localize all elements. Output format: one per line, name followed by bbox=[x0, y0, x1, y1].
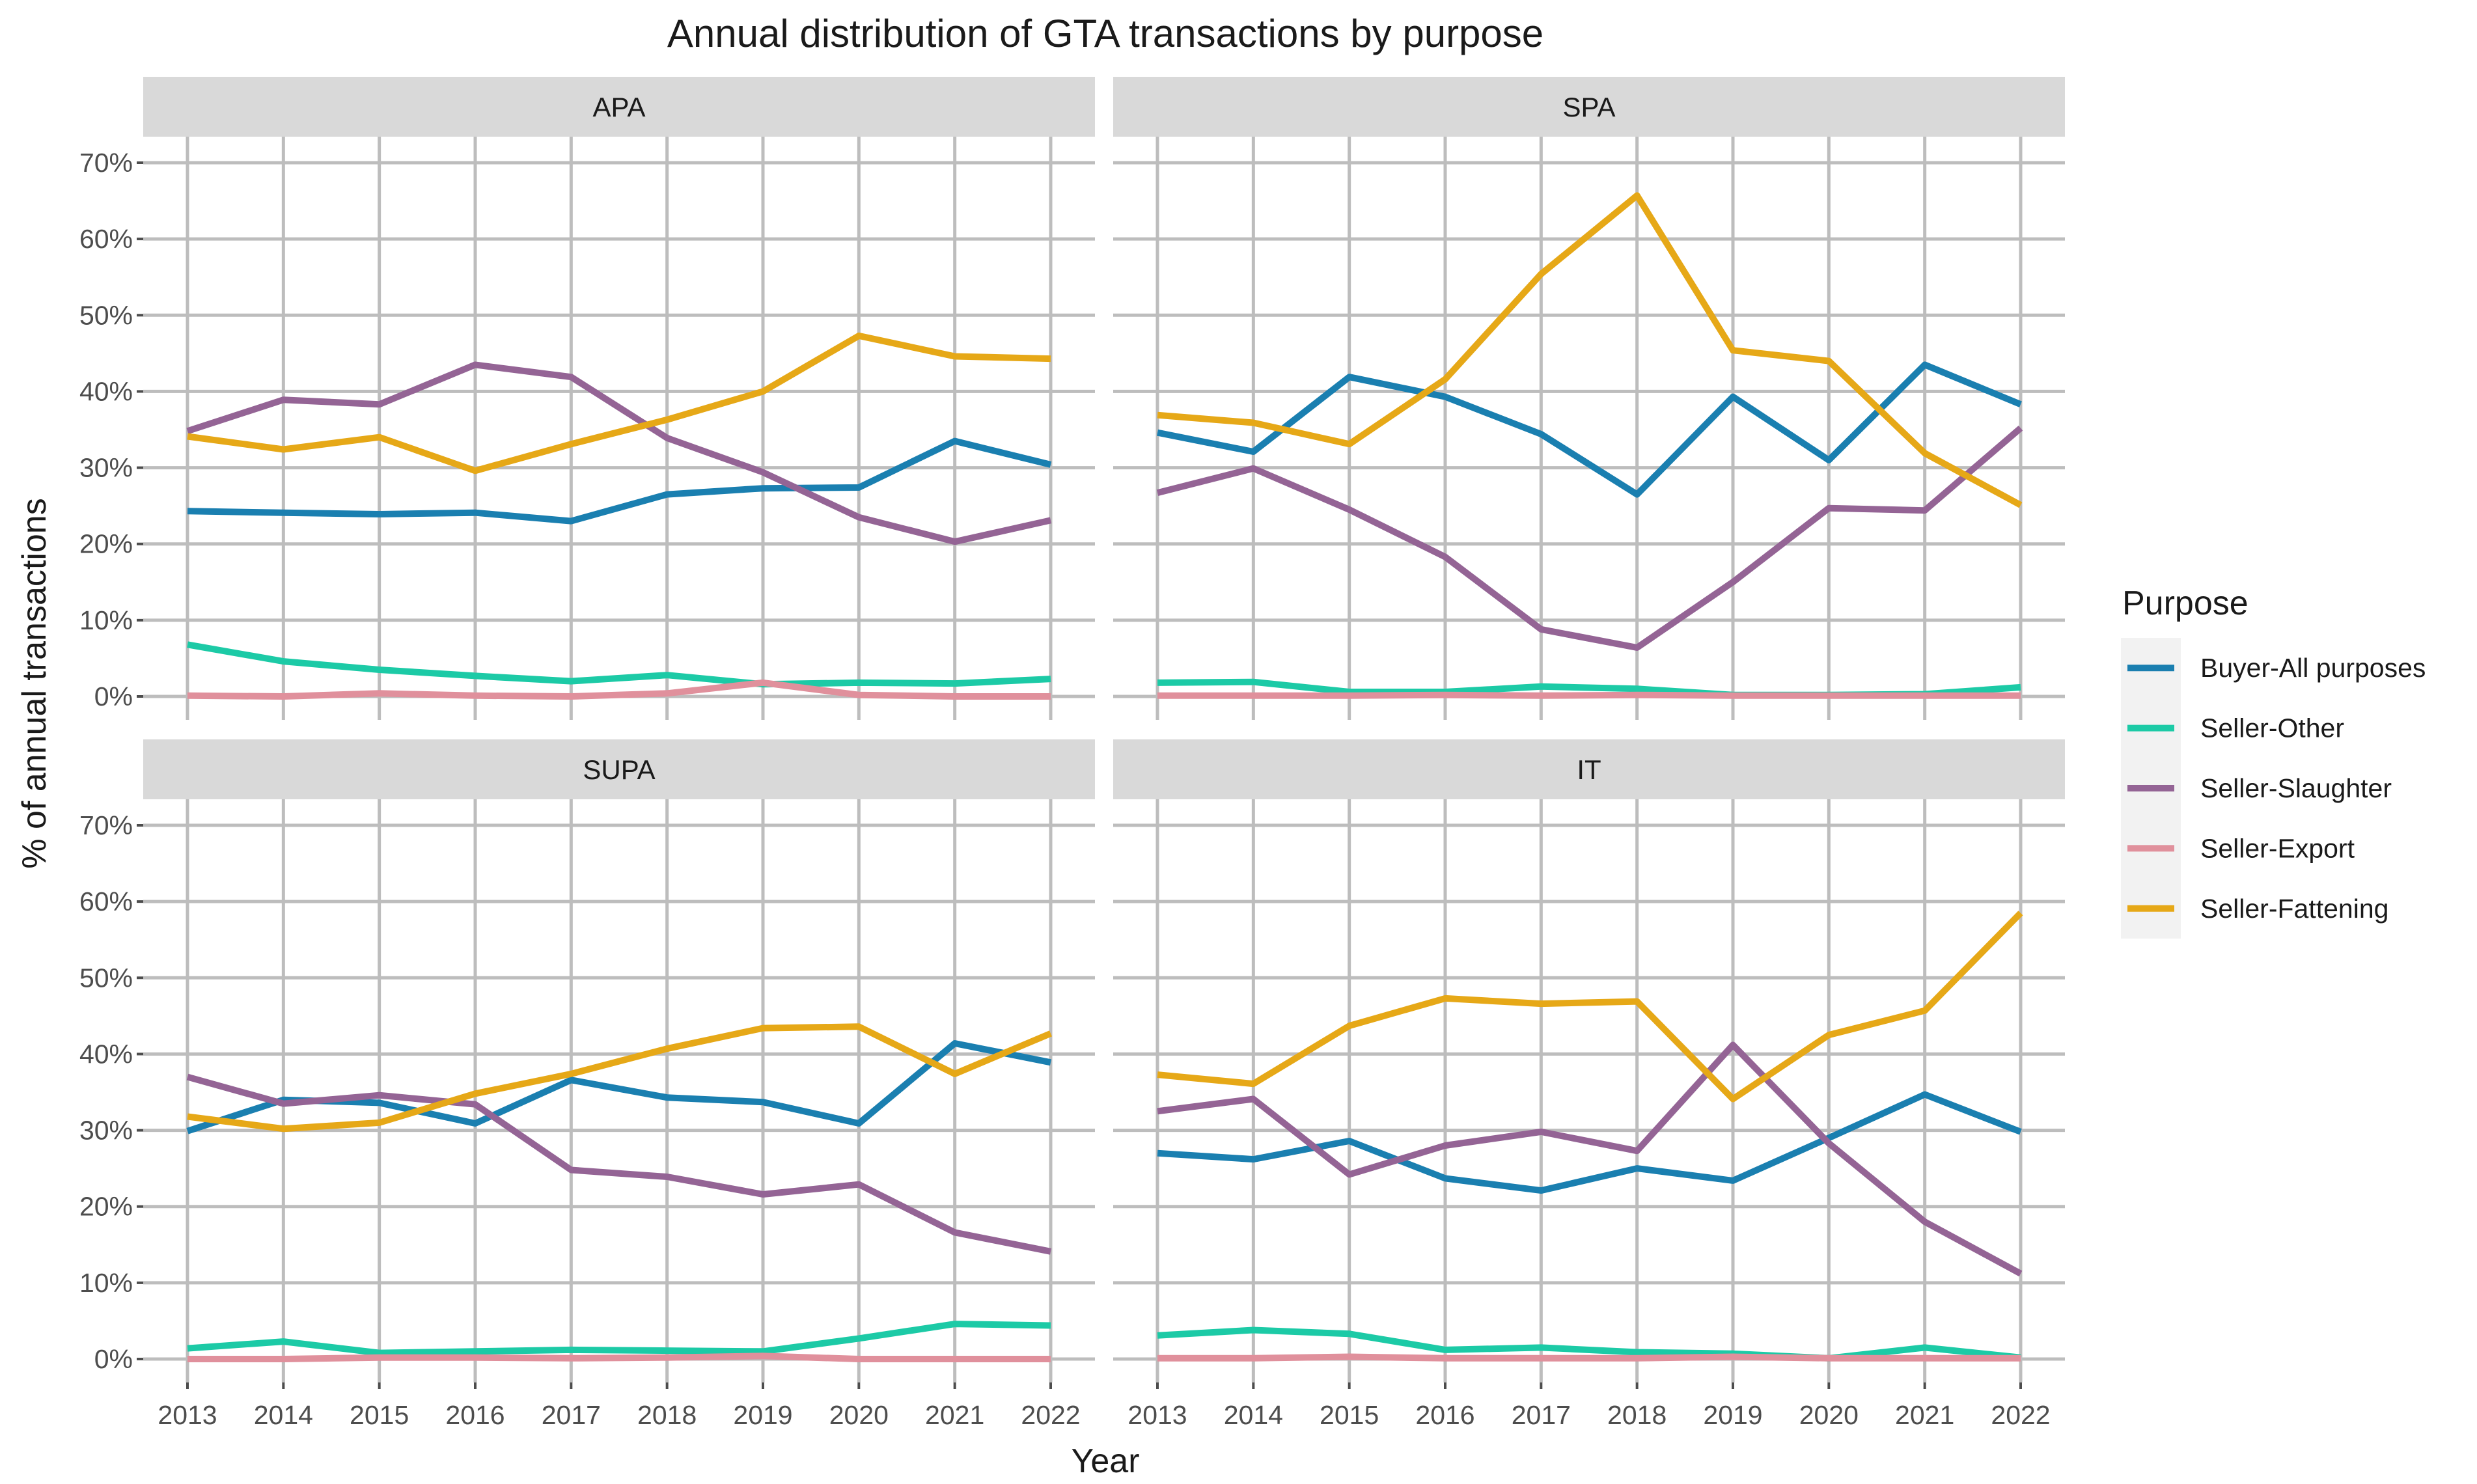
y-tick-label: 20% bbox=[79, 529, 133, 559]
facet-panels: APA 0% 10% 20% 30% 40% 50% 60% 70% SPA SUPA 0% 10% 20… bbox=[79, 77, 2065, 1430]
panel-strip-label: SPA bbox=[1563, 92, 1616, 122]
y-tick-label: 40% bbox=[79, 1039, 133, 1069]
panel-it: IT 2013 2014 2015 2016 2017 2018 2019 2020 2021 20… bbox=[1113, 739, 2065, 1430]
grid-spa bbox=[1113, 137, 2065, 720]
series-line-spa-seller-fattening bbox=[1157, 192, 2023, 508]
panel-spa: SPA bbox=[1113, 77, 2065, 720]
x-tick-label: 2022 bbox=[1991, 1400, 2050, 1430]
legend-label-seller-fattening: Seller-Fattening bbox=[2200, 894, 2388, 924]
x-tick-label: 2021 bbox=[925, 1400, 984, 1430]
series-line-it-seller-export bbox=[1157, 1353, 2021, 1362]
x-tick-label: 2014 bbox=[1224, 1400, 1283, 1430]
x-tick-label: 2020 bbox=[1799, 1400, 1859, 1430]
panel-supa: SUPA 0% 10% 20% 30% 40% 50% 60% 70% 2013 2014 2015 2… bbox=[79, 739, 1095, 1430]
y-tick-label: 20% bbox=[79, 1192, 133, 1222]
x-tick-label: 2020 bbox=[829, 1400, 889, 1430]
y-tick-label: 40% bbox=[79, 376, 133, 406]
legend-label-buyer-all-purposes: Buyer-All purposes bbox=[2200, 653, 2426, 683]
y-tick-label: 30% bbox=[79, 1116, 133, 1146]
x-axis-title: Year bbox=[1071, 1442, 1139, 1480]
x-tick-label: 2016 bbox=[1415, 1400, 1474, 1430]
x-tick-label: 2022 bbox=[1021, 1400, 1080, 1430]
panel-strip-label: IT bbox=[1577, 754, 1601, 785]
panel-apa: APA 0% 10% 20% 30% 40% 50% 60% 70% bbox=[79, 77, 1095, 720]
series-line-it-seller-slaughter bbox=[1157, 1041, 2023, 1277]
x-tick-label: 2013 bbox=[1128, 1400, 1187, 1430]
series-line-apa-seller-export bbox=[187, 679, 1051, 700]
y-tick-label: 10% bbox=[79, 605, 133, 635]
series-line-supa-seller-export bbox=[187, 1353, 1051, 1362]
series-line-supa-seller-slaughter bbox=[186, 1073, 1051, 1255]
x-tick-label: 2017 bbox=[542, 1400, 601, 1430]
series-line-spa-seller-slaughter bbox=[1156, 425, 2023, 651]
x-tick-label: 2015 bbox=[1320, 1400, 1379, 1430]
series-line-apa-buyer-all-purposes bbox=[187, 437, 1052, 525]
series-line-it-seller-other bbox=[1157, 1326, 2021, 1362]
panel-strip-label: SUPA bbox=[583, 754, 655, 785]
y-tick-label: 0% bbox=[94, 1344, 133, 1374]
y-axis-title: % of annual transactions bbox=[16, 498, 53, 868]
panel-strip-spa bbox=[1113, 77, 2065, 137]
panel-strip-label: APA bbox=[593, 92, 646, 122]
series-line-it-buyer-all-purposes bbox=[1157, 1091, 2022, 1194]
grid-it bbox=[1113, 799, 2065, 1382]
series-line-apa-seller-slaughter bbox=[186, 361, 1052, 545]
y-tick-label: 70% bbox=[79, 810, 133, 840]
y-tick-label: 0% bbox=[94, 681, 133, 711]
y-tick-label: 30% bbox=[79, 453, 133, 483]
y-tick-label: 10% bbox=[79, 1268, 133, 1298]
y-tick-label: 50% bbox=[79, 963, 133, 993]
series-line-spa-seller-export bbox=[1157, 691, 2021, 699]
grid-apa bbox=[143, 137, 1095, 720]
legend-label-seller-slaughter: Seller-Slaughter bbox=[2200, 773, 2392, 803]
legend-label-seller-other: Seller-Other bbox=[2200, 713, 2344, 743]
series-line-apa-seller-fattening bbox=[187, 332, 1051, 474]
legend-label-seller-export: Seller-Export bbox=[2200, 833, 2355, 863]
series-line-supa-seller-other bbox=[187, 1321, 1051, 1356]
x-tick-label: 2018 bbox=[1607, 1400, 1667, 1430]
legend-title: Purpose bbox=[2122, 584, 2249, 622]
x-tick-label: 2021 bbox=[1895, 1400, 1954, 1430]
panel-strip-supa bbox=[143, 739, 1095, 799]
panel-strip-it bbox=[1113, 739, 2065, 799]
chart-title: Annual distribution of GTA transactions … bbox=[667, 12, 1543, 55]
series-line-spa-buyer-all-purposes bbox=[1157, 361, 2022, 498]
y-tick-label: 70% bbox=[79, 148, 133, 178]
x-tick-label: 2015 bbox=[350, 1400, 409, 1430]
x-tick-label: 2018 bbox=[637, 1400, 697, 1430]
panel-strip-apa bbox=[143, 77, 1095, 137]
grid-supa bbox=[143, 799, 1095, 1382]
series-line-it-seller-fattening bbox=[1157, 911, 2023, 1103]
x-tick-label: 2019 bbox=[1703, 1400, 1762, 1430]
series-line-supa-seller-fattening bbox=[187, 1023, 1052, 1133]
x-tick-label: 2013 bbox=[158, 1400, 217, 1430]
x-tick-label: 2014 bbox=[254, 1400, 313, 1430]
y-tick-label: 50% bbox=[79, 300, 133, 330]
x-tick-label: 2019 bbox=[733, 1400, 792, 1430]
series-line-apa-seller-other bbox=[187, 641, 1051, 688]
legend: Purpose Buyer-All purposes Seller-Other Se… bbox=[2121, 584, 2426, 939]
x-tick-label: 2017 bbox=[1512, 1400, 1571, 1430]
y-tick-label: 60% bbox=[79, 224, 133, 254]
y-tick-label: 60% bbox=[79, 886, 133, 916]
x-tick-label: 2016 bbox=[445, 1400, 505, 1430]
